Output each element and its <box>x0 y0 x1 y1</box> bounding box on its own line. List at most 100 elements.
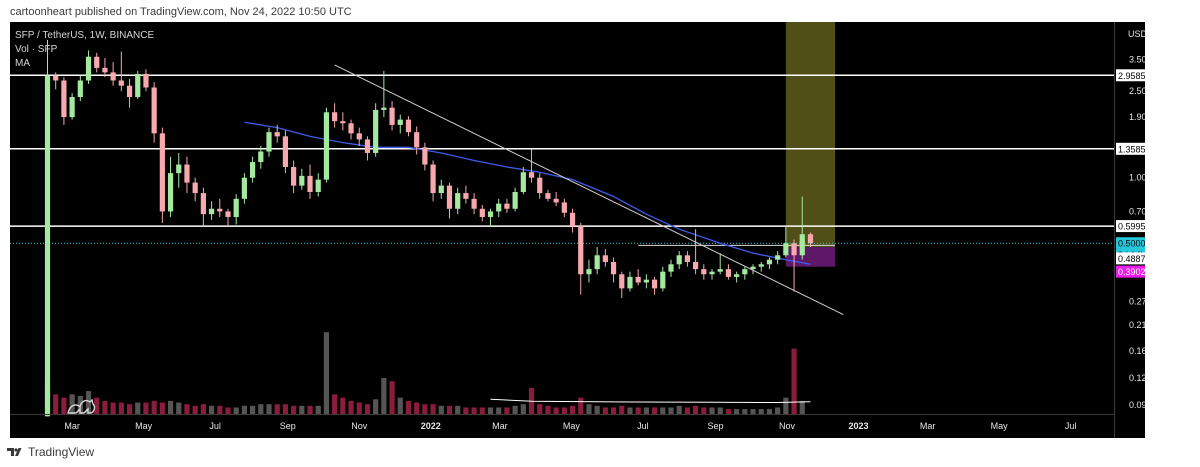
candle-body <box>151 87 157 134</box>
volume-bar <box>208 405 215 414</box>
volume-bar <box>348 400 354 414</box>
last-price-label: 0.5000 <box>1118 239 1145 249</box>
level-label-2: 0.5995 <box>1118 222 1145 232</box>
candle-body <box>389 107 395 125</box>
volume-bar <box>282 404 289 414</box>
x-tick-label: Jul <box>1065 421 1077 431</box>
volume-bar <box>381 378 387 414</box>
candle-body <box>717 269 723 272</box>
trendline <box>334 64 844 315</box>
candle-body <box>766 259 773 265</box>
candle-body <box>225 211 231 217</box>
candle-body <box>266 132 272 152</box>
candle-body <box>143 73 149 88</box>
volume-bar <box>594 405 600 414</box>
y-tick-label: 0.7000 <box>1129 206 1145 216</box>
candle-body <box>102 67 108 73</box>
candle-body <box>233 198 239 217</box>
volume-bar <box>758 409 764 414</box>
stop-price-label: 0.3902 <box>1118 267 1145 277</box>
candle-body <box>487 211 494 217</box>
candle-body <box>176 164 182 174</box>
volume-bar <box>274 404 280 414</box>
y-tick-label: 1.9000 <box>1129 112 1145 122</box>
volume-bar <box>356 402 362 414</box>
volume-bar <box>783 397 789 414</box>
candle-body <box>807 234 814 244</box>
legend-symbol: SFP / TetherUS, 1W, BINANCE <box>15 30 154 41</box>
volume-bar <box>487 407 494 414</box>
candle-body <box>684 255 691 262</box>
candle-body <box>258 151 264 163</box>
volume-bar <box>742 409 748 414</box>
x-tick-label: Sep <box>280 421 296 431</box>
candle-body <box>282 136 289 168</box>
volume-bar <box>537 404 543 414</box>
volume-bar <box>553 407 559 414</box>
volume-bar <box>545 405 551 414</box>
candle-body <box>750 266 756 270</box>
candle-body <box>315 179 321 192</box>
y-tick-label: 0.2700 <box>1129 296 1145 306</box>
volume-bar <box>627 407 633 414</box>
candle-body <box>364 139 371 153</box>
publish-info: cartoonheart published on TradingView.co… <box>10 6 352 18</box>
tradingview-watermark-icon <box>67 398 96 414</box>
level-label-1: 1.3585 <box>1118 144 1145 154</box>
candle-body <box>709 271 715 275</box>
candle-body <box>208 208 215 215</box>
candle-body <box>291 167 297 186</box>
candle-body <box>422 147 428 165</box>
volume-bar <box>389 381 395 414</box>
candle-body <box>734 274 740 277</box>
tradingview-logo-icon <box>7 448 22 456</box>
x-tick-label: Sep <box>708 421 724 431</box>
footer: TradingView <box>6 444 94 460</box>
candle-body <box>520 172 526 192</box>
volume-bar <box>69 394 75 414</box>
candle-body <box>135 73 141 98</box>
candle-body <box>307 175 313 192</box>
candle-body <box>693 261 699 270</box>
volume-bar <box>414 402 420 414</box>
candle-body <box>742 269 748 275</box>
volume-bar <box>717 407 723 414</box>
entry-price-label: 0.4887 <box>1118 254 1145 264</box>
candle-body <box>627 276 633 289</box>
volume-bar <box>126 404 133 414</box>
candle-body <box>159 133 165 212</box>
x-tick-label: May <box>135 421 153 431</box>
volume-bar <box>504 407 510 414</box>
candle-body <box>561 202 567 213</box>
candle-body <box>496 203 502 212</box>
volume-bar <box>291 405 297 414</box>
position-target-zone <box>785 22 836 248</box>
candle-body <box>610 261 617 275</box>
volume-bar <box>159 402 165 414</box>
candle-body <box>373 109 379 153</box>
volume-bar <box>766 409 773 414</box>
candle-body <box>249 162 256 178</box>
candle-body <box>471 198 477 209</box>
candle-body <box>528 172 535 178</box>
x-tick-label: Jul <box>637 421 649 431</box>
x-tick-label: 2023 <box>848 421 868 431</box>
volume-bar <box>561 407 567 414</box>
volume-bar <box>455 405 461 414</box>
volume-bar <box>520 404 526 414</box>
volume-bar <box>734 409 740 414</box>
candle-body <box>504 203 510 209</box>
y-tick-label: 2.5000 <box>1129 86 1145 96</box>
candle-body <box>184 164 190 183</box>
volume-bar <box>299 405 305 414</box>
candle-body <box>701 269 707 275</box>
volume-bar <box>676 405 682 414</box>
candle-body <box>569 212 576 226</box>
candle-body <box>340 121 346 124</box>
candle-body <box>463 193 469 199</box>
volume-bar <box>102 400 108 414</box>
